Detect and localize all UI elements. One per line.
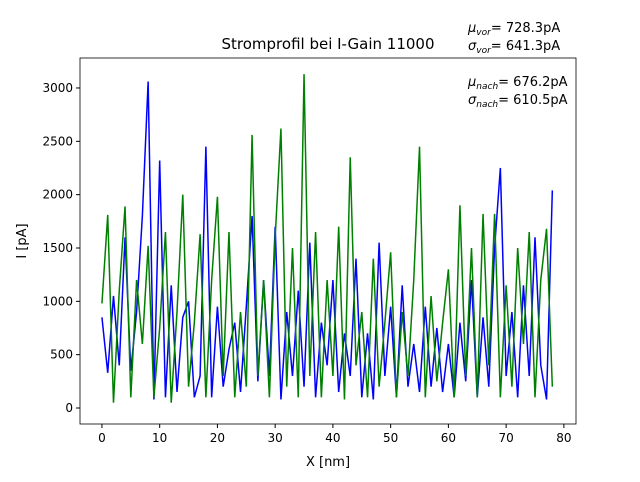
x-tick-label: 20 bbox=[210, 431, 225, 445]
annotation: σvor= 641.3pA bbox=[468, 39, 560, 56]
plot-frame bbox=[79, 57, 577, 425]
chart-title: Stromprofil bei I-Gain 11000 bbox=[222, 35, 435, 53]
x-tick-label: 30 bbox=[268, 431, 283, 445]
y-tick-label: 0 bbox=[65, 401, 73, 415]
annotation-symbol: σ bbox=[468, 93, 477, 108]
x-tick-label: 60 bbox=[441, 431, 456, 445]
y-tick-label: 3000 bbox=[42, 81, 73, 95]
annotation: μvor= 728.3pA bbox=[467, 21, 560, 38]
annotation-subscript: vor bbox=[476, 46, 492, 56]
annotation-symbol: σ bbox=[468, 39, 477, 54]
annotation-subscript: nach bbox=[476, 100, 498, 110]
annotation-subscript: nach bbox=[476, 82, 498, 92]
annotation-symbol: μ bbox=[467, 75, 476, 90]
annotation: σnach= 610.5pA bbox=[468, 93, 568, 110]
data-line bbox=[101, 74, 554, 403]
x-label: X [nm] bbox=[306, 455, 350, 470]
annotation: μnach= 676.2pA bbox=[467, 75, 568, 92]
y-tick-label: 2000 bbox=[42, 188, 73, 202]
y-tick-label: 1000 bbox=[42, 294, 73, 308]
x-tick-label: 70 bbox=[498, 431, 513, 445]
annotation-text: = 676.2pA bbox=[498, 75, 567, 90]
y-tick-label: 500 bbox=[50, 348, 73, 362]
x-tick-label: 40 bbox=[325, 431, 340, 445]
annotation-text: = 610.5pA bbox=[498, 93, 567, 108]
y-tick-label: 1500 bbox=[42, 241, 73, 255]
annotation-symbol: μ bbox=[467, 21, 476, 36]
x-tick-label: 0 bbox=[98, 431, 106, 445]
x-tick-label: 50 bbox=[383, 431, 398, 445]
annotation-text: = 641.3pA bbox=[491, 39, 560, 54]
x-tick-label: 80 bbox=[556, 431, 571, 445]
y-tick-label: 2500 bbox=[42, 134, 73, 148]
x-tick-label: 10 bbox=[152, 431, 167, 445]
annotation-subscript: vor bbox=[476, 28, 492, 38]
annotation-text: = 728.3pA bbox=[491, 21, 560, 36]
y-label: I [pA] bbox=[15, 223, 30, 258]
